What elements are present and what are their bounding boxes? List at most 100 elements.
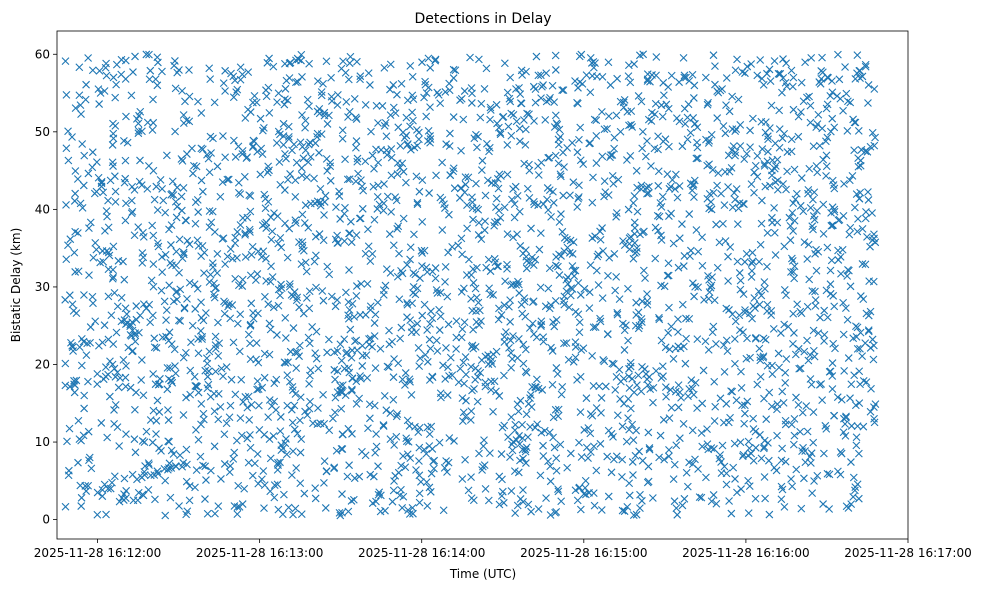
- data-point: [727, 509, 736, 518]
- data-point: [259, 467, 268, 475]
- data-point: [423, 268, 432, 276]
- data-point: [205, 64, 214, 73]
- data-point: [243, 434, 252, 443]
- data-point: [269, 432, 278, 440]
- data-point: [468, 198, 477, 207]
- data-point: [445, 434, 454, 442]
- data-point: [616, 97, 625, 106]
- data-point: [582, 71, 591, 79]
- data-point: [531, 383, 540, 392]
- data-point: [196, 327, 205, 335]
- data-point: [630, 218, 639, 227]
- data-point: [729, 463, 738, 472]
- data-point: [296, 448, 305, 457]
- data-point: [710, 377, 719, 386]
- data-point: [851, 401, 860, 410]
- data-point: [809, 438, 818, 447]
- data-point: [591, 323, 600, 332]
- data-point: [633, 207, 642, 216]
- data-point: [272, 375, 281, 384]
- data-point: [854, 494, 863, 503]
- data-point: [194, 388, 203, 397]
- data-point: [249, 98, 257, 107]
- data-point: [842, 89, 851, 98]
- data-point: [687, 376, 696, 384]
- data-point: [678, 220, 686, 228]
- data-point: [370, 319, 379, 327]
- data-point: [855, 66, 864, 75]
- data-point: [293, 429, 302, 438]
- data-point: [205, 168, 214, 177]
- data-point: [440, 463, 449, 472]
- data-point: [299, 246, 308, 255]
- data-point: [761, 284, 769, 293]
- data-point: [226, 314, 235, 323]
- data-point: [392, 196, 401, 205]
- data-point: [626, 358, 635, 367]
- data-point: [165, 225, 173, 234]
- data-point: [148, 126, 157, 134]
- data-point: [827, 208, 835, 217]
- data-point: [74, 267, 83, 276]
- data-point: [265, 319, 274, 328]
- data-point: [302, 173, 311, 182]
- data-point: [379, 422, 388, 430]
- data-point: [92, 245, 101, 254]
- data-point: [270, 379, 279, 388]
- data-point: [281, 186, 289, 194]
- data-point: [252, 339, 261, 347]
- data-point: [753, 380, 762, 389]
- data-point: [379, 290, 388, 299]
- data-point: [817, 74, 826, 83]
- data-point: [145, 75, 154, 84]
- data-point: [123, 138, 132, 147]
- data-point: [239, 398, 247, 406]
- data-point: [666, 182, 675, 191]
- data-point: [415, 423, 424, 432]
- data-point: [65, 424, 74, 433]
- data-point: [497, 491, 506, 500]
- data-point: [511, 420, 520, 429]
- data-point: [335, 509, 344, 517]
- data-point: [538, 386, 547, 394]
- data-point: [510, 467, 519, 476]
- data-point: [554, 412, 563, 421]
- data-point: [697, 429, 706, 437]
- data-point: [258, 383, 267, 392]
- data-point: [745, 444, 754, 453]
- data-point: [413, 198, 422, 207]
- data-point: [775, 363, 783, 372]
- data-point: [340, 335, 349, 344]
- data-point: [348, 299, 357, 308]
- data-point: [402, 178, 410, 187]
- data-point: [415, 489, 424, 498]
- data-point: [629, 199, 638, 207]
- data-point: [716, 451, 725, 459]
- data-point: [454, 241, 463, 250]
- data-point: [664, 452, 673, 461]
- data-point: [673, 193, 682, 202]
- data-point: [338, 490, 346, 498]
- data-point: [819, 230, 828, 238]
- data-point: [571, 353, 580, 362]
- data-point: [438, 226, 447, 234]
- data-point: [514, 407, 523, 416]
- data-point: [197, 420, 205, 429]
- data-point: [348, 346, 357, 355]
- data-point: [500, 338, 509, 346]
- data-point: [208, 259, 217, 268]
- data-point: [209, 134, 217, 143]
- data-point: [651, 223, 660, 232]
- data-point: [459, 284, 468, 293]
- data-point: [664, 259, 673, 268]
- data-point: [780, 320, 789, 329]
- data-point: [198, 333, 207, 341]
- data-point: [581, 476, 590, 485]
- data-point: [161, 250, 170, 259]
- data-point: [657, 101, 666, 110]
- data-point: [220, 309, 229, 318]
- data-point: [344, 75, 353, 84]
- data-point: [300, 219, 309, 227]
- data-point: [86, 323, 95, 331]
- data-point: [259, 123, 268, 132]
